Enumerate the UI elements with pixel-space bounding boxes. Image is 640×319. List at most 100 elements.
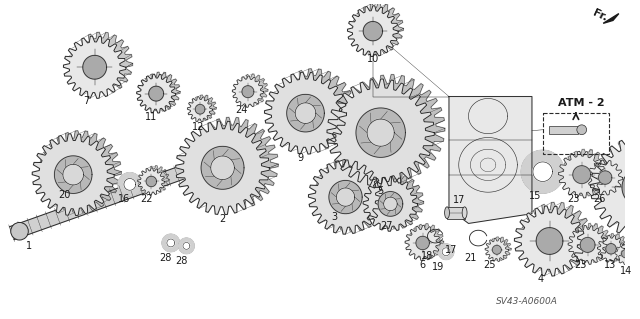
Polygon shape [188,97,212,122]
Polygon shape [142,166,170,193]
Text: 28: 28 [160,253,172,263]
Polygon shape [162,234,180,252]
Text: 15: 15 [529,191,541,201]
Polygon shape [618,242,639,263]
Polygon shape [83,56,106,79]
Polygon shape [378,192,403,216]
Text: 4: 4 [538,274,544,284]
Text: 2: 2 [220,213,226,224]
Polygon shape [211,156,234,180]
Polygon shape [141,72,180,111]
Polygon shape [604,14,619,23]
Polygon shape [167,239,175,247]
Text: 10: 10 [367,55,379,64]
Text: 5: 5 [378,186,384,196]
Polygon shape [63,164,84,185]
Polygon shape [39,131,121,213]
Polygon shape [488,237,511,260]
Polygon shape [515,206,585,276]
Polygon shape [70,32,132,94]
Polygon shape [416,236,429,250]
Polygon shape [316,157,390,231]
Bar [543,113,609,154]
Ellipse shape [462,207,467,219]
Polygon shape [485,238,509,262]
Polygon shape [369,174,424,229]
Polygon shape [533,162,552,182]
Polygon shape [591,137,640,238]
Circle shape [577,125,587,135]
Polygon shape [201,146,244,189]
Polygon shape [573,223,612,262]
Polygon shape [195,104,205,114]
Polygon shape [232,76,264,107]
Text: 22: 22 [140,194,153,204]
Polygon shape [148,86,164,101]
Polygon shape [124,179,136,190]
Polygon shape [563,149,609,196]
Polygon shape [10,161,198,240]
Polygon shape [558,151,605,198]
Polygon shape [598,171,612,184]
Text: 14: 14 [620,266,632,276]
Bar [548,126,578,134]
Polygon shape [32,134,114,216]
Polygon shape [597,235,625,263]
Polygon shape [591,159,627,193]
Text: 17: 17 [445,245,457,255]
Polygon shape [363,177,418,231]
Polygon shape [353,3,403,54]
Text: 12: 12 [192,122,204,132]
Text: 3: 3 [332,211,338,222]
Polygon shape [408,224,444,259]
Text: 27: 27 [380,221,393,231]
Polygon shape [356,108,405,157]
Text: 1: 1 [26,241,33,251]
Polygon shape [337,75,445,182]
Polygon shape [137,74,176,113]
Text: 24: 24 [235,105,247,115]
Polygon shape [521,202,591,272]
Polygon shape [449,97,532,223]
Polygon shape [138,168,165,195]
Polygon shape [438,244,454,260]
Polygon shape [308,160,383,234]
Text: 13: 13 [604,260,616,271]
Polygon shape [273,69,355,151]
Text: 17: 17 [452,195,465,205]
Circle shape [11,222,28,240]
Text: 16: 16 [118,194,130,204]
Text: 6: 6 [420,260,426,271]
Ellipse shape [445,207,449,219]
Text: Fr.: Fr. [591,8,609,23]
Text: 7: 7 [83,96,89,107]
FancyArrowPatch shape [601,19,609,25]
Bar [447,207,465,219]
Polygon shape [176,121,269,215]
Text: 26: 26 [593,194,605,204]
Polygon shape [183,242,190,249]
Polygon shape [521,150,564,193]
Polygon shape [588,160,623,195]
Text: 18: 18 [421,251,434,261]
Polygon shape [287,94,324,132]
Polygon shape [295,103,316,123]
Polygon shape [184,117,278,211]
Polygon shape [599,132,640,234]
Polygon shape [615,243,636,264]
Polygon shape [405,226,440,261]
Polygon shape [568,226,607,264]
Polygon shape [118,173,141,196]
Text: 9: 9 [298,153,304,163]
Polygon shape [329,181,362,214]
Text: ATM - 2: ATM - 2 [558,98,605,108]
Text: SV43-A0600A: SV43-A0600A [496,297,557,307]
Polygon shape [63,36,126,99]
Polygon shape [348,6,398,56]
Polygon shape [242,86,254,98]
Polygon shape [367,119,394,146]
Text: 11: 11 [145,112,157,122]
Polygon shape [364,21,383,41]
Polygon shape [573,166,591,183]
Text: 19: 19 [432,262,444,272]
